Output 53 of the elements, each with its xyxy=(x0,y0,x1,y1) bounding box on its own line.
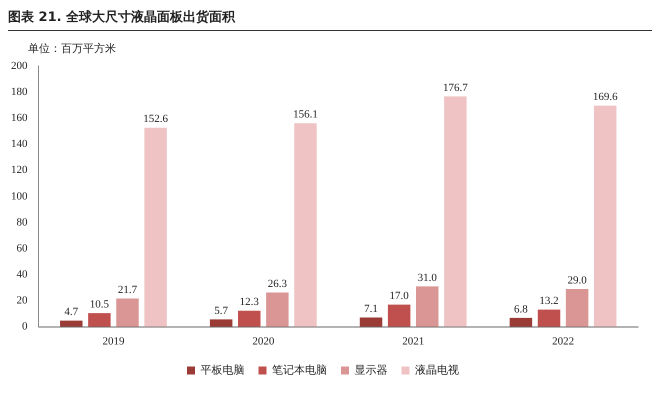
bar xyxy=(388,304,410,327)
bar xyxy=(116,298,139,327)
text: 6.8 xyxy=(514,303,528,316)
y-tick-label: 100 xyxy=(11,190,28,202)
text: 13.2 xyxy=(539,294,559,307)
x-tick-label: 2021 xyxy=(402,335,424,348)
bar xyxy=(60,320,83,327)
legend-label: 平板电脑 xyxy=(200,363,244,376)
y-tick-label: 180 xyxy=(11,86,28,98)
text: 5.7 xyxy=(214,304,228,317)
bar xyxy=(88,313,111,327)
y-tick-label: 80 xyxy=(16,216,28,228)
text: 152.6 xyxy=(143,113,168,126)
text: 4.7 xyxy=(64,306,78,318)
text: 17.0 xyxy=(390,290,409,302)
bar xyxy=(538,310,560,327)
bar xyxy=(566,288,588,327)
bar xyxy=(266,292,289,327)
text: 29.0 xyxy=(567,274,587,286)
bar xyxy=(444,96,467,327)
bar xyxy=(210,319,232,327)
text: 26.3 xyxy=(268,278,287,290)
bar xyxy=(510,318,532,327)
y-tick-label: 40 xyxy=(16,268,28,281)
bar xyxy=(144,128,167,327)
legend-label: 液晶电视 xyxy=(415,363,459,376)
text: 169.6 xyxy=(592,91,618,104)
y-tick-label: 120 xyxy=(11,164,28,176)
bar xyxy=(360,318,382,327)
y-tick-label: 20 xyxy=(16,294,28,307)
text: 156.1 xyxy=(293,108,318,121)
x-tick-label: 2022 xyxy=(552,335,574,348)
y-tick-label: 200 xyxy=(11,60,28,72)
y-tick-label: 0 xyxy=(22,320,28,333)
legend-label: 笔记本电脑 xyxy=(272,363,327,376)
text: 10.5 xyxy=(90,298,110,310)
bar xyxy=(238,310,261,327)
bar xyxy=(594,106,616,327)
x-tick-label: 2019 xyxy=(102,335,125,348)
x-tick-label: 2020 xyxy=(252,335,275,348)
legend-label: 显示器 xyxy=(354,363,388,376)
bar xyxy=(294,123,317,327)
bar xyxy=(416,286,438,327)
text: 21.7 xyxy=(118,284,138,296)
text: 7.1 xyxy=(364,302,378,315)
chart-subtitle: 单位：百万平方米 xyxy=(28,41,117,56)
text: 12.3 xyxy=(240,296,259,308)
text: 31.0 xyxy=(418,272,437,284)
text: 176.7 xyxy=(442,82,468,94)
chart-title: 图表 21. 全球大尺寸液晶面板出货面积 xyxy=(8,8,652,31)
y-tick-label: 160 xyxy=(11,112,28,124)
y-tick-label: 60 xyxy=(16,242,28,254)
y-tick-label: 140 xyxy=(11,138,28,150)
